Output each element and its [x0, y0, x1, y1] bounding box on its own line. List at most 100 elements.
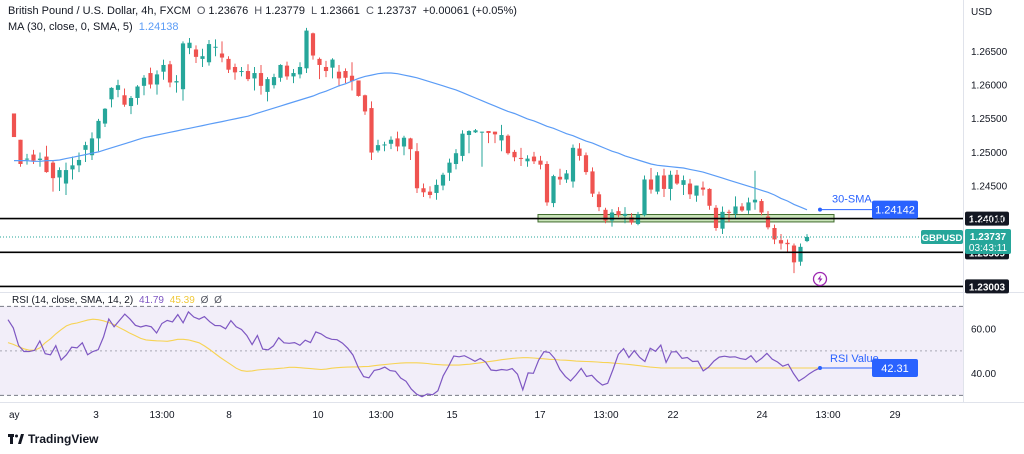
candle-body: [343, 71, 348, 78]
candle-body: [330, 59, 335, 68]
symbol-title: British Pound / U.S. Dollar, 4h, FXCM: [8, 5, 191, 17]
candle-body: [557, 176, 563, 180]
candle-body: [479, 131, 485, 133]
close-label: C: [365, 5, 374, 17]
candle-body: [752, 199, 758, 203]
rsi-ma-value: 45.39: [169, 295, 195, 306]
lightning-glyph: [817, 275, 823, 283]
candle-body: [642, 179, 647, 216]
candle-body: [421, 188, 426, 193]
candle-body: [63, 170, 69, 184]
candle-body: [707, 188, 712, 206]
time-tick: 15: [446, 410, 458, 421]
time-tick: ay: [9, 410, 20, 421]
candle-body: [50, 162, 56, 179]
candle-body: [174, 81, 179, 83]
candle-body: [746, 202, 751, 211]
time-tick: 29: [889, 410, 901, 421]
candle-body: [772, 227, 777, 240]
candle-body: [317, 58, 322, 65]
candle-body: [460, 133, 465, 156]
time-tick: 8: [226, 410, 232, 421]
time-tick: 13:00: [815, 410, 840, 421]
candle-body: [70, 165, 75, 170]
candle-body: [154, 74, 160, 85]
candle-body: [583, 155, 589, 173]
tradingview-logo: TradingView: [8, 432, 98, 446]
candle-body: [141, 77, 147, 86]
candle-body: [655, 175, 660, 192]
candle-body: [213, 46, 218, 48]
candle-body: [791, 245, 797, 263]
candle-body: [161, 64, 166, 72]
candle-body: [18, 139, 23, 164]
candle-body: [629, 217, 634, 223]
time-tick: 10: [312, 410, 324, 421]
rsi-tick: 40.00: [971, 369, 996, 380]
candle-body: [11, 113, 17, 138]
candle-body: [382, 144, 387, 146]
low-value: 1.23661: [320, 5, 360, 17]
candle-body: [271, 77, 277, 86]
candle-body: [531, 156, 537, 162]
rsi-callout-value: 42.31: [881, 363, 909, 375]
candle-body: [239, 71, 244, 73]
candle-body: [310, 33, 316, 56]
candle-body: [453, 153, 459, 164]
price-tick: 1.26500: [971, 47, 1008, 58]
candle-body: [369, 108, 374, 153]
price-tick: 1.25000: [971, 148, 1008, 159]
candle-body: [57, 170, 62, 178]
candle-body: [245, 71, 251, 80]
rsi-extra-1: Ø: [200, 295, 209, 306]
candle-body: [200, 56, 205, 59]
sma-callout-text: 30-SMA: [832, 194, 872, 206]
candle-body: [37, 158, 43, 160]
sma-30-line: [14, 72, 808, 211]
candle-body: [167, 64, 173, 83]
candle-body: [102, 108, 108, 124]
candle-body: [356, 80, 361, 96]
price-tick: 1.24000: [971, 215, 1008, 226]
candle-body: [525, 158, 530, 162]
candle-body: [648, 179, 654, 190]
candle-body: [700, 187, 706, 190]
open-label: O: [196, 5, 206, 17]
candle-body: [765, 216, 771, 228]
candlestick-series: [11, 27, 810, 274]
candle-body: [291, 73, 296, 77]
candle-body: [297, 66, 303, 75]
time-tick: 24: [756, 410, 768, 421]
rsi-callout-box: [872, 358, 918, 377]
candle-body: [499, 135, 504, 141]
candle-body: [304, 30, 309, 69]
candle-body: [577, 148, 582, 156]
candle-body: [31, 154, 36, 161]
candle-body: [401, 137, 407, 147]
price-tick: 1.24500: [971, 182, 1008, 193]
symbol-tag-text: GBPUSD: [922, 233, 963, 244]
countdown-value: 03:43:11: [969, 243, 1008, 254]
candle-body: [122, 95, 127, 105]
candle-body: [265, 79, 270, 92]
rsi-line: [7, 310, 821, 398]
candle-body: [258, 73, 264, 86]
candle-body: [408, 138, 413, 150]
sma-callout-box: [872, 200, 918, 219]
candle-body: [219, 53, 225, 58]
candle-body: [609, 212, 615, 221]
level-label: 1.23003: [969, 282, 1006, 293]
candle-body: [278, 64, 283, 78]
candle-body: [180, 43, 186, 90]
candle-body: [733, 206, 738, 214]
candle-body: [336, 71, 342, 79]
candle-body: [544, 163, 550, 203]
level-label-box: [965, 211, 1009, 226]
candle-body: [375, 145, 381, 151]
candle-body: [694, 185, 699, 196]
candle-body: [135, 86, 140, 98]
candle-body: [206, 44, 212, 63]
candle-body: [44, 156, 49, 173]
price-tick: 1.25500: [971, 114, 1008, 125]
